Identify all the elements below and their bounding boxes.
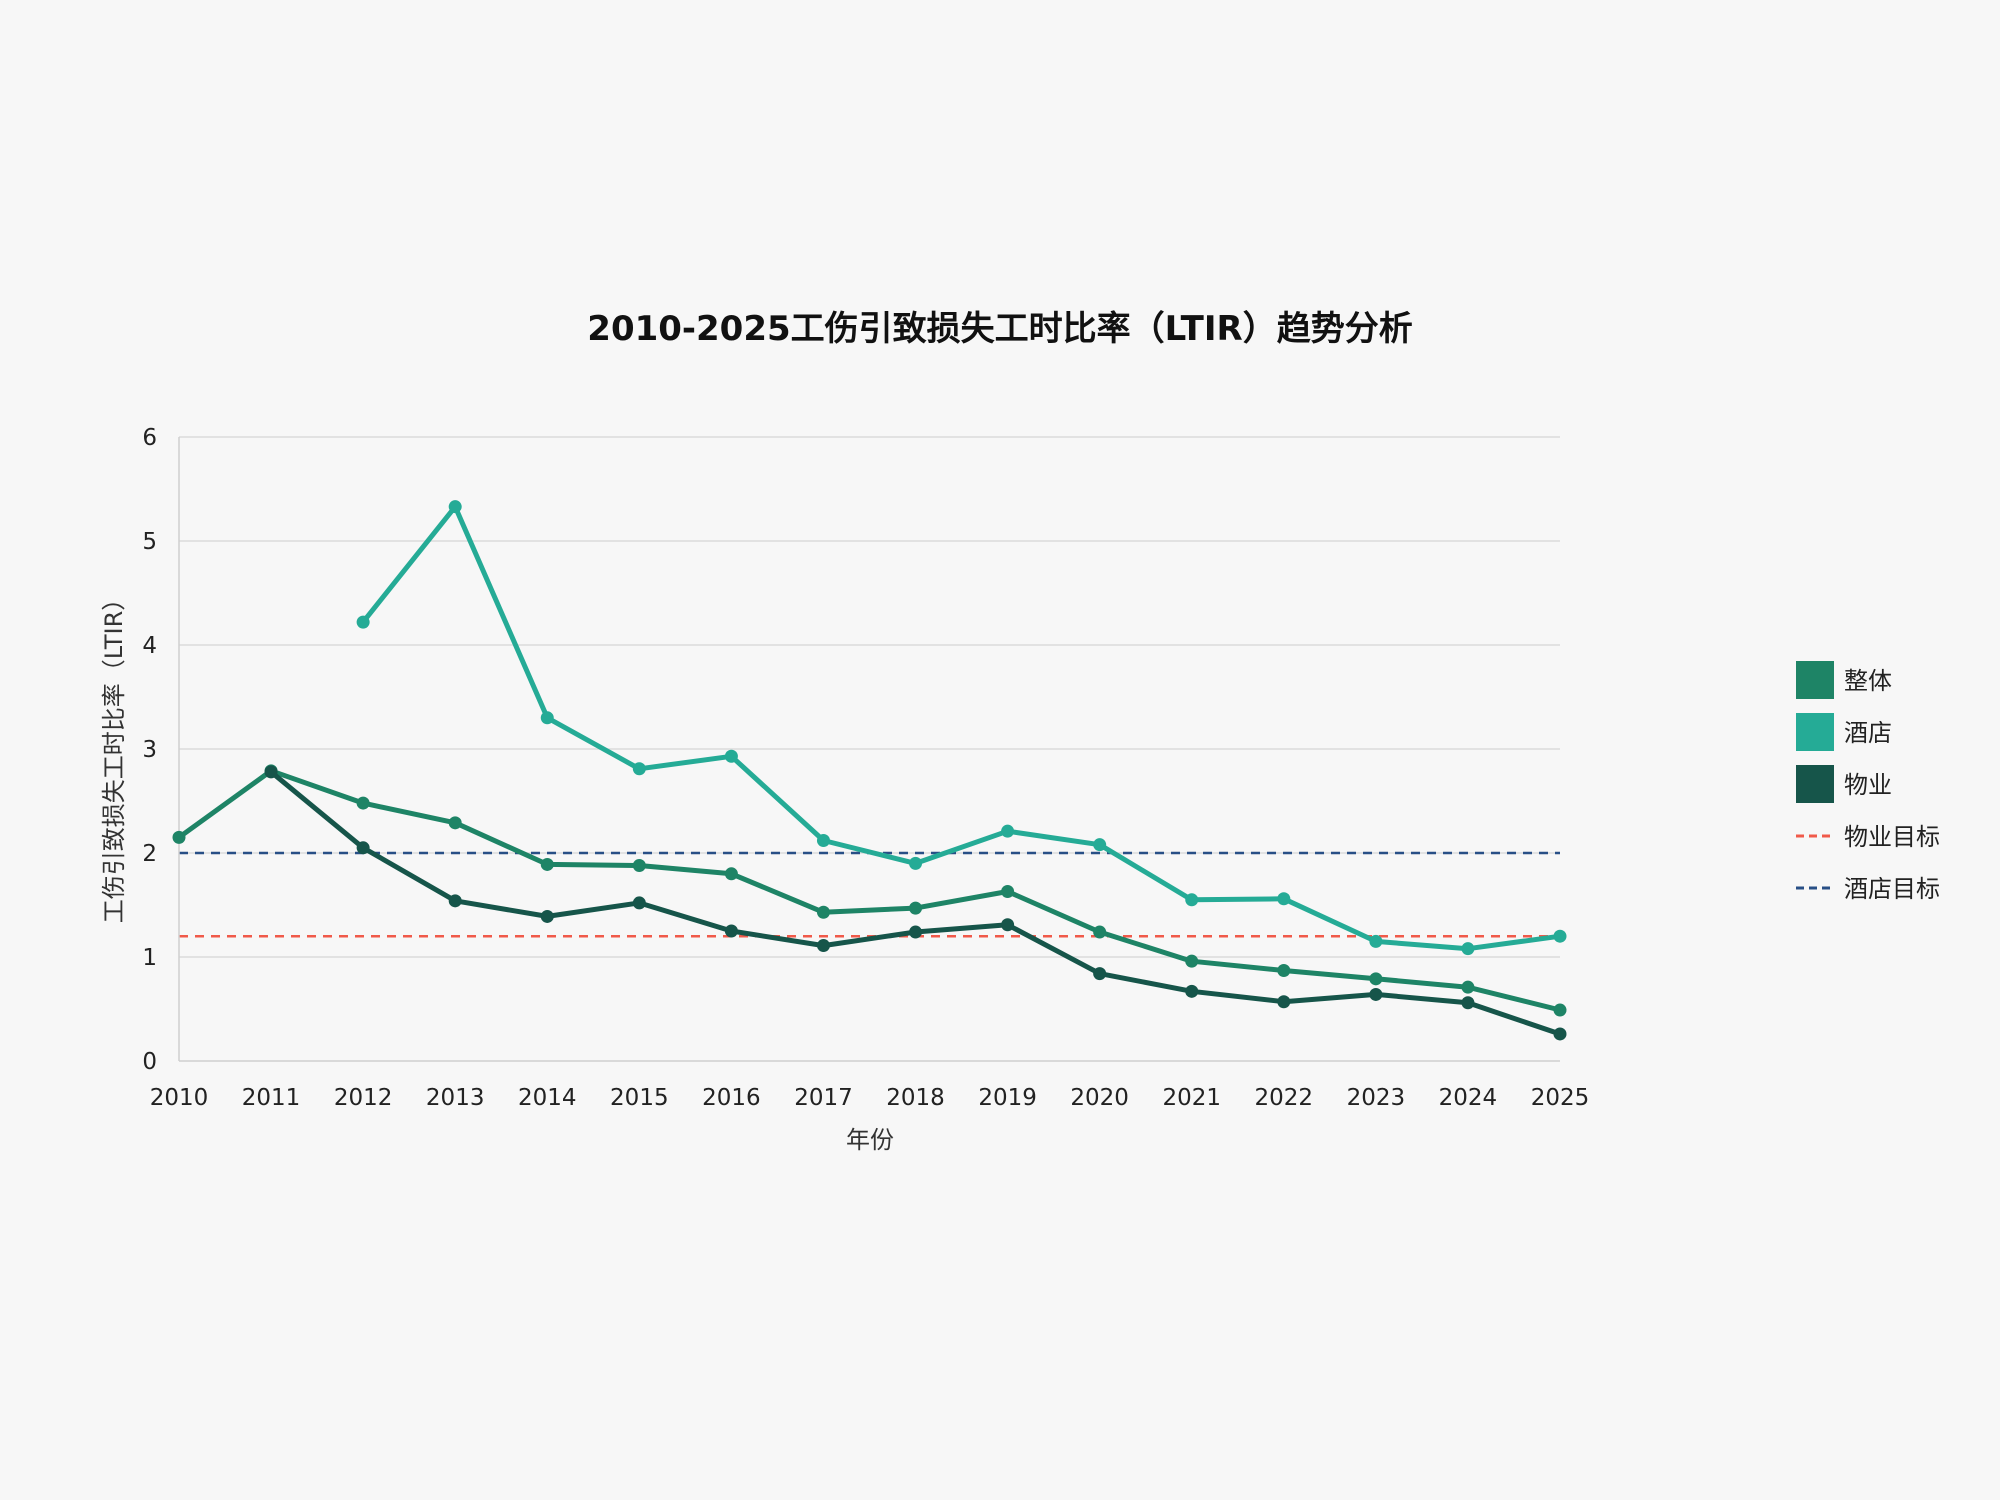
y-tick-label-5: 5 [142,529,157,555]
gridlines [179,436,1560,958]
series-0-point-2023 [1369,972,1383,986]
series-1-point-2013 [448,500,462,514]
series-0-point-2022 [1277,964,1291,978]
series-2-point-2012 [356,841,370,855]
series-0-point-2013 [448,816,462,830]
series-1-point-2016 [724,749,738,763]
legend-label-2: 物业 [1844,771,1892,799]
series-line-1 [360,504,1563,952]
series-2-point-2013 [448,894,462,908]
y-tick-label-6: 6 [142,425,157,451]
series-0-point-2017 [816,905,830,919]
chart-title: 2010-2025工伤引致损失工时比率（LTIR）趋势分析 [587,309,1412,349]
series-0-point-2020 [1093,925,1107,939]
series-0-point-2010 [172,830,186,844]
series-2-point-2025 [1553,1027,1567,1041]
series-1-point-2025 [1553,929,1567,943]
axes: 0 1 2 3 4 5 6 2010 2011 2012 2013 2014 2015 2016 2017 2… [142,425,1589,1111]
y-tick-label-0: 0 [142,1049,157,1075]
legend-reflabel-0: 物业目标 [1844,823,1940,851]
series-1-point-2022 [1277,892,1291,906]
series-2-point-2017 [816,939,830,953]
legend-label-0: 整体 [1844,667,1892,695]
series-2-point-2018 [909,925,923,939]
series-1-point-2020 [1093,838,1107,852]
series-2-point-2020 [1093,967,1107,981]
x-tick-label-2010: 2010 [150,1085,209,1111]
y-tick-label-2: 2 [142,841,157,867]
series-0-point-2021 [1185,954,1199,968]
series-lines [172,500,1567,1041]
x-tick-label-2018: 2018 [886,1085,945,1111]
series-0-point-2024 [1461,980,1475,994]
x-tick-label-2025: 2025 [1531,1085,1590,1111]
x-tick-label-2013: 2013 [426,1085,485,1111]
x-tick-label-2022: 2022 [1255,1085,1314,1111]
series-0-point-2019 [1001,884,1015,898]
series-line-0 [176,768,1563,1013]
series-0-point-2025 [1553,1003,1567,1017]
y-tick-label-4: 4 [142,633,157,659]
series-1-point-2017 [816,834,830,848]
series-1-point-2018 [909,856,923,870]
series-2-point-2014 [540,909,554,923]
series-1-point-2021 [1185,893,1199,907]
legend-reflabel-1: 酒店目标 [1844,875,1940,903]
series-0-point-2012 [356,796,370,810]
series-2-point-2024 [1461,996,1475,1010]
x-axis-title: 年份 [846,1126,894,1154]
series-0-point-2015 [632,858,646,872]
x-tick-label-2014: 2014 [518,1085,577,1111]
y-tick-label-1: 1 [142,945,157,971]
series-0-point-2016 [724,867,738,881]
x-tick-label-2024: 2024 [1439,1085,1498,1111]
legend-swatch-0 [1796,661,1834,699]
reference-lines [179,851,1560,938]
series-2-point-2011 [264,765,278,779]
x-tick-label-2019: 2019 [978,1085,1037,1111]
x-tick-label-2023: 2023 [1347,1085,1406,1111]
series-2-point-2021 [1185,984,1199,998]
series-1-point-2024 [1461,942,1475,956]
x-tick-label-2011: 2011 [242,1085,301,1111]
legend-swatch-1 [1796,713,1834,751]
series-2-point-2019 [1001,918,1015,932]
series-2-point-2022 [1277,995,1291,1009]
legend-swatch-2 [1796,765,1834,803]
series-0-point-2018 [909,901,923,915]
x-tick-label-2016: 2016 [702,1085,761,1111]
series-1-point-2015 [632,762,646,776]
legend-label-1: 酒店 [1844,719,1892,747]
series-1-point-2012 [356,615,370,629]
series-0-point-2014 [540,857,554,871]
y-tick-label-3: 3 [142,737,157,763]
x-tick-label-2017: 2017 [794,1085,853,1111]
series-1-point-2023 [1369,934,1383,948]
x-tick-label-2012: 2012 [334,1085,393,1111]
x-tick-label-2020: 2020 [1070,1085,1129,1111]
x-tick-label-2021: 2021 [1162,1085,1221,1111]
y-axis-title: 工伤引致损失工时比率（LTIR） [100,587,128,923]
series-1-point-2019 [1001,824,1015,838]
series-2-point-2016 [724,924,738,938]
x-tick-label-2015: 2015 [610,1085,669,1111]
series-2-point-2023 [1369,987,1383,1001]
series-2-point-2015 [632,896,646,910]
series-1-point-2014 [540,711,554,725]
